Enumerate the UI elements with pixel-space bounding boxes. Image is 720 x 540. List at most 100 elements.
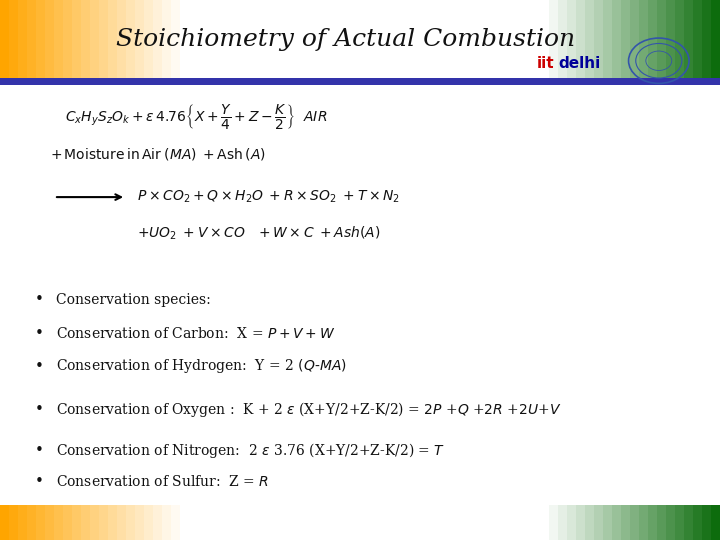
Bar — [477, 505, 486, 540]
Bar — [306, 505, 315, 540]
Bar — [576, 505, 585, 540]
Bar — [693, 505, 702, 540]
Bar — [207, 0, 216, 78]
Bar — [63, 505, 72, 540]
Bar — [315, 505, 324, 540]
Bar — [270, 0, 279, 78]
Bar — [585, 505, 594, 540]
Bar — [513, 0, 522, 78]
Bar — [423, 505, 432, 540]
Text: Conservation of Oxygen :  K + 2 $\varepsilon$ (X+Y/2+Z-K/2) = $2P$ +$Q$ +$2R$ +$: Conservation of Oxygen : K + 2 $\varepsi… — [56, 400, 562, 419]
Bar — [117, 505, 126, 540]
Bar — [288, 0, 297, 78]
Bar — [603, 505, 612, 540]
Bar — [711, 505, 720, 540]
Bar — [657, 0, 666, 78]
Bar — [504, 0, 513, 78]
Bar — [504, 505, 513, 540]
Bar — [378, 505, 387, 540]
Bar — [549, 505, 558, 540]
Bar — [297, 505, 306, 540]
Text: Conservation species:: Conservation species: — [56, 293, 211, 307]
Bar — [531, 0, 540, 78]
Bar — [459, 0, 468, 78]
Bar — [378, 0, 387, 78]
Bar — [18, 505, 27, 540]
Bar — [54, 0, 63, 78]
Bar — [45, 505, 54, 540]
Text: •: • — [35, 474, 44, 489]
Bar — [522, 0, 531, 78]
Bar — [54, 505, 63, 540]
Bar — [261, 505, 270, 540]
Bar — [36, 0, 45, 78]
Bar — [252, 505, 261, 540]
Bar — [396, 0, 405, 78]
Bar — [324, 505, 333, 540]
Bar — [684, 0, 693, 78]
Bar — [216, 0, 225, 78]
Bar — [612, 505, 621, 540]
Bar — [288, 505, 297, 540]
Bar — [648, 505, 657, 540]
Bar — [27, 0, 36, 78]
Bar — [0, 78, 720, 85]
Bar — [594, 0, 603, 78]
Bar — [243, 0, 252, 78]
Text: Stoichiometry of Actual Combustion: Stoichiometry of Actual Combustion — [116, 28, 575, 51]
Bar — [99, 0, 108, 78]
Bar — [18, 0, 27, 78]
Bar — [108, 0, 117, 78]
Bar — [180, 0, 189, 78]
Bar — [351, 0, 360, 78]
Bar — [369, 505, 378, 540]
Bar — [99, 505, 108, 540]
Bar — [189, 505, 198, 540]
Bar — [441, 0, 450, 78]
Bar — [567, 0, 576, 78]
Bar — [36, 505, 45, 540]
Bar — [576, 0, 585, 78]
Bar — [432, 505, 441, 540]
Bar — [81, 505, 90, 540]
Bar — [234, 0, 243, 78]
Bar — [702, 505, 711, 540]
Bar — [441, 505, 450, 540]
Bar — [342, 505, 351, 540]
Bar — [513, 505, 522, 540]
Bar — [306, 0, 315, 78]
Bar — [162, 0, 171, 78]
Bar — [261, 0, 270, 78]
Bar — [81, 0, 90, 78]
Bar — [423, 0, 432, 78]
Bar — [171, 505, 180, 540]
Bar — [207, 505, 216, 540]
Bar — [603, 0, 612, 78]
Bar — [198, 505, 207, 540]
Bar — [414, 0, 423, 78]
Bar — [558, 505, 567, 540]
Bar — [27, 505, 36, 540]
Text: $C_xH_yS_zO_k + \varepsilon\,4.76\left\{X+\dfrac{Y}{4}+Z-\dfrac{K}{2}\right\}$  : $C_xH_yS_zO_k + \varepsilon\,4.76\left\{… — [65, 102, 327, 131]
Bar — [702, 0, 711, 78]
Bar — [531, 505, 540, 540]
Bar — [468, 505, 477, 540]
Bar — [360, 505, 369, 540]
Bar — [189, 0, 198, 78]
Text: iit: iit — [536, 56, 554, 71]
Bar — [585, 0, 594, 78]
Bar — [405, 505, 414, 540]
Bar — [468, 0, 477, 78]
Bar — [216, 505, 225, 540]
Bar — [324, 0, 333, 78]
Bar — [387, 505, 396, 540]
Bar — [675, 0, 684, 78]
Text: $P\times CO_2 + Q\times H_2O\;+R\times SO_2\;+T\times N_2$: $P\times CO_2 + Q\times H_2O\;+R\times S… — [137, 189, 400, 205]
Bar — [90, 505, 99, 540]
Bar — [711, 0, 720, 78]
Bar — [72, 0, 81, 78]
Bar — [459, 505, 468, 540]
Bar — [396, 505, 405, 540]
Bar — [162, 505, 171, 540]
Bar — [351, 505, 360, 540]
